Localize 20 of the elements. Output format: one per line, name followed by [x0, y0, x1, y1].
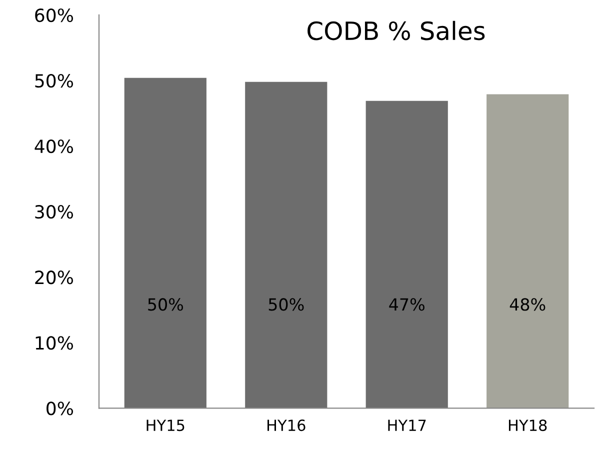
- y-tick-label: 0%: [46, 402, 74, 416]
- bar: [245, 82, 328, 408]
- data-label: 50%: [148, 298, 184, 311]
- bar: [124, 78, 206, 408]
- data-label: 47%: [389, 298, 424, 311]
- y-tick-label: 10%: [36, 336, 74, 350]
- bar: [486, 94, 569, 408]
- x-tick-label: HY18: [508, 420, 547, 432]
- x-tick-label: HY17: [388, 420, 426, 431]
- y-tick-label: 30%: [35, 205, 74, 219]
- y-tick-label: 40%: [34, 139, 74, 154]
- data-label: 48%: [510, 298, 546, 311]
- y-tick-label: 50%: [35, 74, 74, 88]
- y-tick-label: 60%: [35, 8, 74, 22]
- chart-title: CODB % Sales: [308, 20, 485, 40]
- x-tick-label: HY15: [146, 420, 184, 432]
- bar: [366, 100, 448, 408]
- data-label: 50%: [268, 298, 304, 311]
- x-tick-label: HY16: [268, 420, 306, 432]
- y-tick-label: 20%: [35, 270, 74, 284]
